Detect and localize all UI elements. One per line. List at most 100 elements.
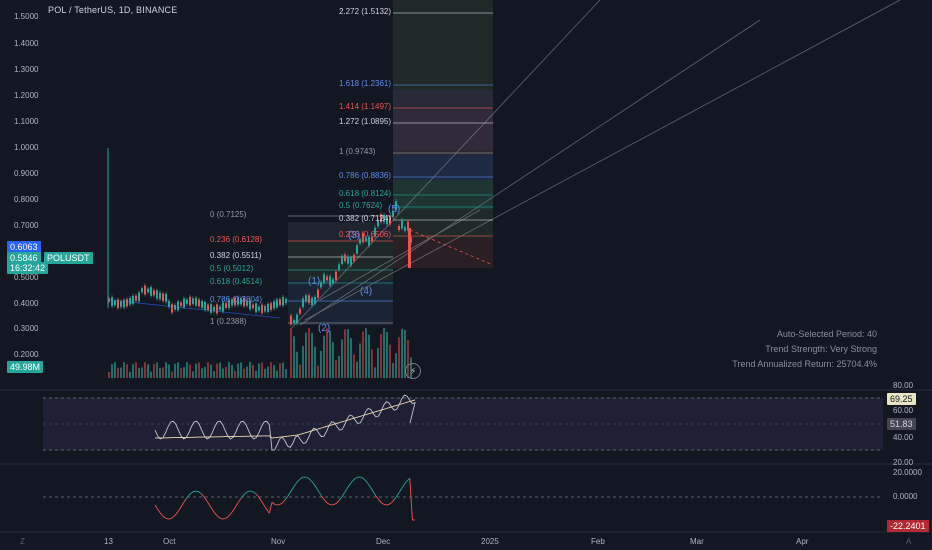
oscillator-segment: [232, 506, 236, 512]
fib-retracement-label: 0.382 (0.5511): [210, 251, 262, 260]
oscillator-segment: [393, 495, 398, 501]
volume-bar: [305, 332, 307, 378]
time-tick: Apr: [796, 537, 809, 546]
fib-retracement-label: 0.236 (0.6128): [210, 235, 263, 244]
candle: [408, 228, 411, 268]
oscillator-segment: [263, 505, 268, 510]
oscillator-segment: [227, 513, 231, 518]
oscillator-segment: [289, 488, 294, 493]
fib-extension-label: 0.618 (0.8124): [339, 189, 392, 198]
volume-bar: [147, 364, 149, 378]
oscillator-segment: [308, 477, 312, 481]
volume-bar: [273, 365, 275, 378]
oscillator-segment: [396, 491, 400, 497]
oscillator-segment: [404, 480, 408, 485]
oscillator-segment: [355, 476, 358, 479]
info-period: Auto-Selected Period: 40: [776, 329, 877, 339]
volume-bar: [407, 340, 409, 378]
oscillator-segment: [214, 512, 218, 517]
oscillator-segment: [235, 502, 239, 507]
fib-retracement-label: 0.5 (0.5012): [210, 264, 254, 273]
oscillator-segment: [292, 484, 296, 489]
oscillator-segment: [300, 476, 304, 479]
oscillator-segment: [409, 478, 413, 521]
volume-bar: [192, 371, 194, 378]
lightning-icon[interactable]: ⚡: [405, 363, 421, 379]
volume-bar: [264, 368, 266, 378]
fib-extension-label: 1.414 (1.1497): [339, 102, 392, 111]
volume-bar: [252, 364, 254, 378]
oscillator-segment: [362, 477, 366, 481]
volume-bar: [314, 346, 316, 378]
symbol-badge: POLUSDT: [44, 252, 93, 264]
oscillator-segment: [386, 503, 390, 506]
volume-bar: [279, 363, 281, 378]
volume-bar: [350, 338, 352, 378]
oscillator-tick: 0.0000: [893, 492, 918, 501]
wave-label: (3): [348, 230, 361, 241]
oscillator-segment: [251, 490, 254, 493]
oscillator-segment: [297, 478, 301, 482]
volume-bar: [189, 364, 191, 378]
price-tick: 0.7000: [14, 221, 39, 230]
volume-bar: [332, 342, 334, 378]
oscillator-segment: [360, 476, 364, 479]
oscillator-segment: [295, 480, 299, 485]
oscillator-segment: [315, 487, 320, 492]
timezone-toggle[interactable]: Z: [20, 537, 25, 546]
volume-bar: [290, 328, 292, 378]
oscillator-segment: [375, 495, 379, 500]
fib-extension-label: 0.382 (0.7124): [339, 214, 392, 223]
oscillator-segment: [224, 516, 229, 519]
oscillator-value-badge: -22.2401: [887, 520, 929, 532]
oscillator-segment: [305, 476, 309, 479]
oscillator-segment: [256, 494, 260, 498]
oscillator-segment: [206, 500, 210, 506]
fib-extension-label: 0.5 (0.7624): [339, 201, 383, 210]
volume-bar: [365, 328, 367, 378]
auto-scale-toggle[interactable]: A: [906, 537, 912, 546]
volume-bar: [222, 368, 224, 378]
time-tick: Oct: [163, 537, 176, 546]
oscillator-segment: [217, 515, 221, 519]
time-tick: Mar: [690, 537, 704, 546]
volume-bar: [374, 367, 376, 378]
volume-bar: [323, 335, 325, 378]
fib-extension-label: 1 (0.9743): [339, 147, 376, 156]
volume-bar: [177, 362, 179, 378]
volume-bar: [207, 362, 209, 378]
oscillator-segment: [230, 510, 234, 515]
oscillator-segment: [162, 515, 166, 519]
symbol-title[interactable]: POL / TetherUS, 1D, BINANCE: [48, 5, 178, 15]
volume-bar: [371, 349, 373, 378]
oscillator-segment: [367, 483, 372, 489]
oscillator-segment: [178, 506, 182, 512]
oscillator-segment: [198, 491, 203, 495]
rsi-tick: 40.00: [893, 433, 914, 442]
volume-bar: [195, 363, 197, 378]
oscillator-segment: [240, 494, 244, 499]
oscillator-segment: [268, 502, 273, 514]
oscillator-segment: [282, 499, 286, 504]
oscillator-segment: [373, 491, 377, 497]
oscillator-segment: [365, 480, 369, 485]
oscillator-segment: [188, 492, 192, 496]
rsi-tick: 20.00: [893, 458, 914, 467]
volume-bar: [243, 368, 245, 378]
oscillator-segment: [271, 501, 275, 505]
volume-bar: [380, 333, 382, 378]
info-strength: Trend Strength: Very Strong: [765, 344, 877, 354]
oscillator-segment: [237, 498, 242, 503]
volume-bar: [383, 328, 385, 378]
volume-series: [108, 328, 412, 378]
volume-bar: [389, 344, 391, 378]
oscillator-segment: [245, 490, 249, 494]
fib-retracement-label: 1 (0.2388): [210, 317, 247, 326]
time-tick: Dec: [376, 537, 391, 546]
volume-bar: [308, 328, 310, 378]
volume-bar: [320, 350, 322, 378]
volume-bar: [285, 368, 287, 378]
volume-bar: [165, 362, 167, 378]
